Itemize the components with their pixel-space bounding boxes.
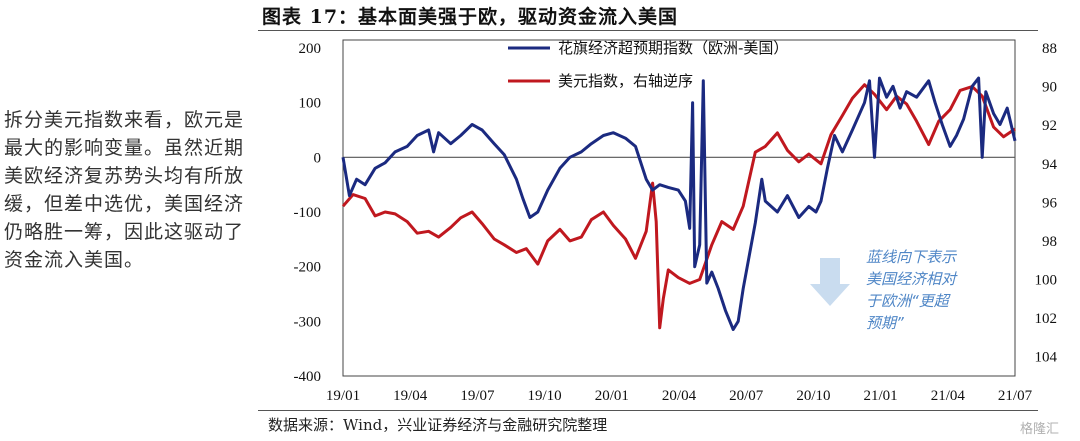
title-rule — [258, 30, 1038, 31]
legend-label: 花旗经济超预期指数（欧洲-美国） — [558, 39, 788, 57]
x-tick-label: 20/07 — [729, 388, 764, 404]
x-tick-label: 19/04 — [393, 388, 428, 404]
watermark-logo: 格隆汇 — [1020, 422, 1060, 437]
y-left-tick-label: -300 — [294, 314, 322, 330]
y-left-tick-label: -100 — [294, 205, 322, 221]
series-line-citi-surprise — [341, 76, 1017, 331]
annotation-text: 美国经济相对 — [866, 270, 958, 288]
y-right-tick-label: 90 — [1042, 80, 1057, 96]
x-tick-label: 19/01 — [326, 388, 360, 404]
y-left-tick-label: -400 — [294, 369, 322, 385]
chart-frame — [342, 39, 1016, 377]
annotation-text: 预期” — [866, 314, 904, 332]
x-tick-label: 20/10 — [796, 388, 830, 404]
source-note: 数据来源：Wind，兴业证券经济与金融研究院整理 — [268, 416, 608, 434]
y-right-tick-label: 88 — [1042, 41, 1057, 57]
bottom-rule — [258, 410, 1038, 411]
legend: 花旗经济超预期指数（欧洲-美国） 美元指数，右轴逆序 — [508, 39, 788, 90]
y-left-tick-label: 100 — [299, 96, 322, 112]
commentary-text: 拆分美元指数来看，欧元是最大的影响变量。虽然近期美欧经济复苏势头均有所放缓，但差… — [4, 109, 245, 271]
series-layer — [341, 76, 1017, 331]
legend-label: 美元指数，右轴逆序 — [558, 72, 693, 90]
y-right-tick-label: 98 — [1042, 234, 1057, 250]
x-tick-label: 20/01 — [595, 388, 629, 404]
plot-frame — [342, 39, 1016, 377]
annotation-text: 蓝线向下表示 — [866, 248, 958, 266]
y-left-tick-label: 200 — [299, 41, 322, 57]
series-line-dollar-index — [341, 83, 1016, 330]
y-right-tick-label: 104 — [1035, 350, 1058, 366]
y-left-tick-label: -200 — [294, 260, 322, 276]
x-tick-label: 19/10 — [528, 388, 562, 404]
y-right-tick-label: 102 — [1035, 311, 1058, 327]
annotation-text: 于欧洲“更超 — [866, 292, 951, 310]
y-right-tick-label: 94 — [1042, 157, 1058, 173]
x-tick-label: 21/01 — [864, 388, 898, 404]
down-arrow-icon — [810, 258, 850, 306]
figure-title: 图表 17：基本面美强于欧，驱动资金流入美国 — [262, 6, 679, 28]
y-right-tick-label: 92 — [1042, 118, 1057, 134]
y-left-tick-label: 0 — [314, 150, 322, 166]
y-right-tick-label: 96 — [1042, 195, 1058, 211]
x-tick-label: 20/04 — [662, 388, 697, 404]
y-right-tick-label: 100 — [1035, 273, 1058, 289]
x-tick-label: 19/07 — [460, 388, 495, 404]
tick-layer: 200 100 0 -100 -200 -300 -400 88 90 92 94 96 98 100 10… — [294, 41, 1058, 404]
x-tick-label: 21/04 — [931, 388, 966, 404]
x-tick-label: 21/07 — [998, 388, 1033, 404]
